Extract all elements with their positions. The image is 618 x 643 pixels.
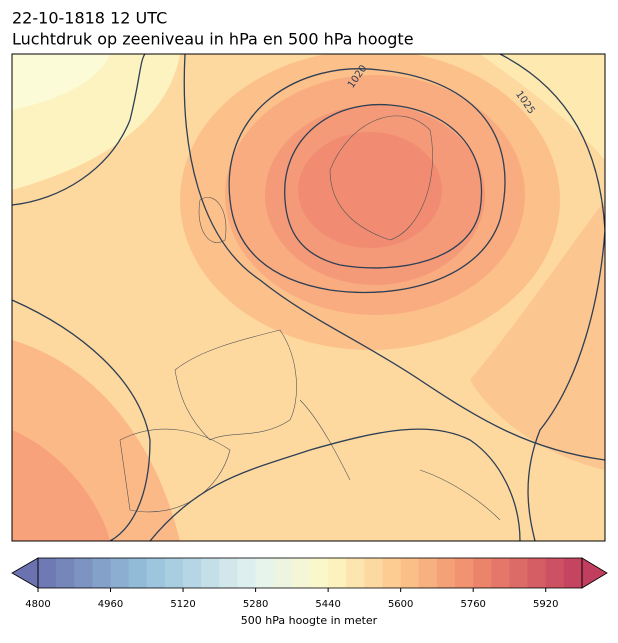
colorbar-band — [382, 558, 402, 588]
title-line1: 22-10-1818 12 UTC — [12, 9, 167, 28]
colorbar-band — [418, 558, 438, 588]
colorbar-band — [92, 558, 112, 588]
colorbar-tick-label: 5760 — [460, 599, 485, 610]
colorbar-band — [364, 558, 384, 588]
colorbar-band — [237, 558, 257, 588]
field — [12, 54, 110, 110]
colorbar-band — [273, 558, 293, 588]
colorbar-band — [164, 558, 184, 588]
isobar — [12, 54, 146, 206]
colorbar-tick-label: 5440 — [315, 599, 340, 610]
colorbar-tick-label: 5600 — [388, 599, 413, 610]
map: 1020 1025 — [12, 54, 605, 541]
colorbar-band — [455, 558, 474, 588]
colorbar-tick-label: 5920 — [533, 599, 558, 610]
colorbar-tick-label: 4960 — [98, 599, 123, 610]
colorbar-tick-label: 4800 — [25, 599, 50, 610]
isobar — [183, 54, 605, 461]
field — [298, 132, 442, 248]
map-frame — [11, 53, 606, 542]
colorbar-label: 500 hPa hoogte in meter — [241, 614, 378, 627]
colorbar-band — [201, 558, 220, 588]
colorbar-band — [436, 558, 456, 588]
title-line2: Luchtdruk op zeeniveau in hPa en 500 hPa… — [12, 30, 414, 49]
colorbar-band — [328, 558, 347, 588]
colorbar-band — [310, 558, 329, 588]
colorbar-band — [110, 558, 130, 588]
colorbar-frame — [37, 557, 583, 589]
colorbar-band — [509, 558, 529, 588]
colorbar-band — [346, 558, 365, 588]
colorbar-band — [400, 558, 420, 588]
colorbar-band — [527, 558, 547, 588]
colorbar-band — [563, 558, 583, 588]
colorbar-band — [545, 558, 565, 588]
field — [480, 54, 605, 160]
colorbar-band — [491, 558, 510, 588]
field — [12, 430, 110, 541]
colorbar-band — [146, 558, 166, 588]
colorbar-band — [128, 558, 148, 588]
colorbar-band — [74, 558, 93, 588]
isobar — [12, 299, 151, 541]
colorbar-band — [38, 558, 57, 588]
colorbar-band — [56, 558, 75, 588]
isobar — [284, 103, 483, 269]
colorbar-extend — [581, 557, 608, 589]
colorbar-tick-label: 5280 — [243, 599, 268, 610]
colorbar-band — [183, 558, 202, 588]
colorbar-band — [291, 558, 311, 588]
colorbar-band — [255, 558, 275, 588]
colorbar-band — [219, 558, 238, 588]
colorbar-band — [473, 558, 492, 588]
isobar — [499, 54, 605, 541]
isobar — [149, 428, 521, 541]
isobar — [228, 68, 506, 294]
field — [470, 200, 605, 470]
coastline — [119, 115, 501, 521]
colorbar: 4800 4960 5120 5280 5440 5600 5760 5920 — [11, 557, 608, 610]
colorbar-extend — [11, 557, 39, 589]
colorbar-tick-label: 5120 — [170, 599, 195, 610]
